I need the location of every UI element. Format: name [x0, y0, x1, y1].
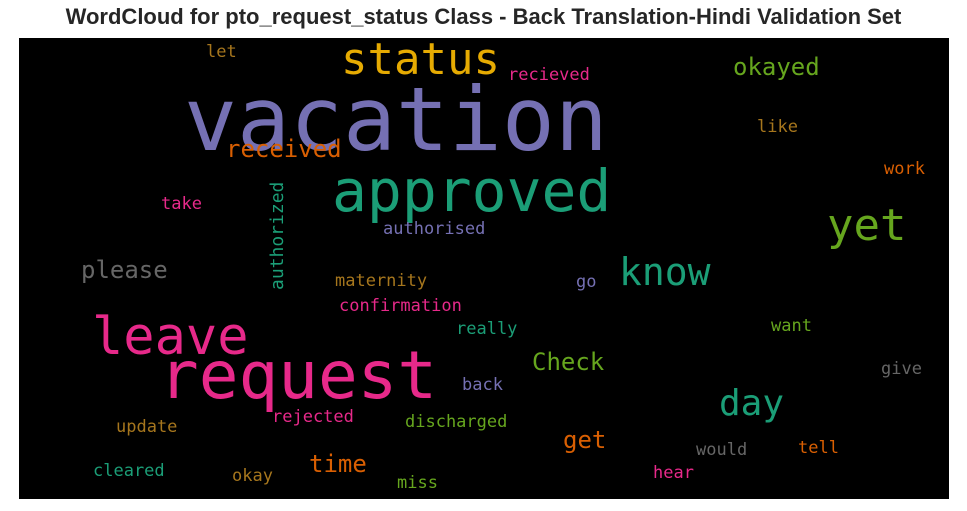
word-day: day — [719, 383, 785, 424]
word-approved: approved — [332, 157, 612, 225]
word-tell: tell — [798, 438, 839, 458]
word-confirmation: confirmation — [339, 296, 462, 316]
word-okayed: okayed — [733, 53, 820, 81]
word-really: really — [456, 319, 518, 339]
word-okay: okay — [232, 466, 273, 486]
word-take: take — [161, 194, 202, 214]
chart-title: WordCloud for pto_request_status Class -… — [65, 4, 902, 29]
word-let: let — [206, 42, 237, 62]
word-give: give — [881, 359, 922, 379]
word-check: Check — [532, 348, 605, 376]
word-authorized: authorized — [267, 181, 288, 290]
word-would: would — [696, 440, 748, 460]
word-update: update — [116, 417, 178, 437]
word-miss: miss — [397, 473, 438, 493]
word-hear: hear — [653, 463, 694, 483]
word-leave: leave — [92, 307, 249, 367]
word-status: status — [341, 38, 500, 85]
word-know: know — [619, 250, 711, 294]
word-rejected: rejected — [272, 407, 354, 427]
word-yet: yet — [827, 200, 907, 251]
word-back: back — [462, 375, 503, 395]
word-time: time — [309, 450, 367, 478]
word-request: request — [159, 337, 438, 414]
word-get: get — [563, 426, 607, 454]
word-cleared: cleared — [93, 461, 165, 481]
word-like: like — [757, 117, 798, 137]
word-received: received — [226, 135, 342, 163]
word-want: want — [771, 316, 812, 336]
word-authorised: authorised — [383, 219, 486, 239]
word-cloud-canvas: vacation request approved leave status yet kno… — [19, 38, 949, 499]
word-go: go — [576, 272, 597, 292]
word-maternity: maternity — [335, 271, 428, 291]
word-vacation: vacation — [184, 68, 608, 171]
word-discharged: discharged — [405, 412, 508, 432]
word-work: work — [884, 159, 925, 179]
word-please: please — [81, 256, 168, 284]
word-recieved: recieved — [508, 65, 590, 85]
